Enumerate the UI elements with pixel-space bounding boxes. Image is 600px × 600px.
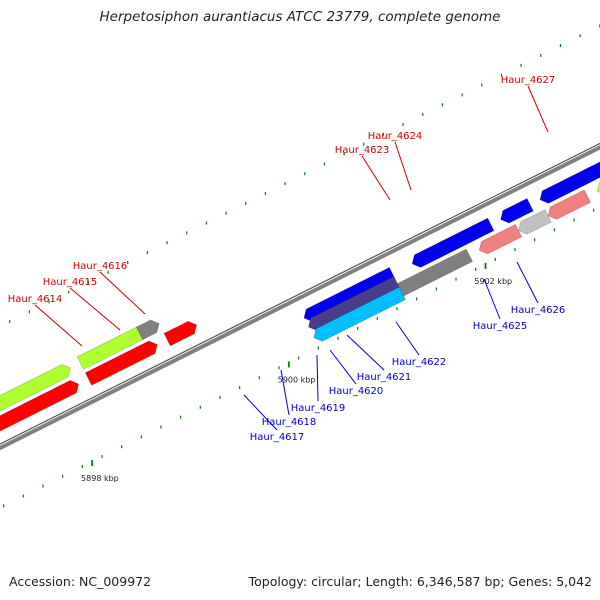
gene-label: Haur_4619 bbox=[291, 403, 346, 414]
genome-summary-text: Topology: circular; Length: 6,346,587 bp… bbox=[248, 574, 592, 589]
gene-label-leader bbox=[527, 85, 549, 133]
gene-label-leader bbox=[516, 261, 539, 304]
backbone-line bbox=[0, 145, 600, 451]
kbp-tick-label: 5898 kbp bbox=[81, 474, 119, 483]
gene-label: Haur_4625 bbox=[473, 321, 528, 332]
gene-label: Haur_4621 bbox=[357, 372, 412, 383]
reverse-feature-arrow bbox=[308, 275, 401, 331]
gene-label-leader bbox=[483, 278, 501, 320]
forward-feature-arrow bbox=[0, 363, 71, 412]
gene-label: Haur_4614 bbox=[8, 294, 63, 305]
reverse-feature-arrow bbox=[500, 198, 534, 224]
gene-label: Haur_4624 bbox=[368, 131, 423, 142]
gene-label: Haur_4615 bbox=[43, 277, 98, 288]
kbp-tick-label: 5902 kbp bbox=[474, 277, 512, 286]
forward-feature-arrow bbox=[84, 340, 158, 386]
forward-feature-arrow bbox=[0, 380, 80, 432]
gene-label-leader bbox=[34, 304, 83, 347]
gene-label: Haur_4623 bbox=[335, 145, 390, 156]
backbone-line-inner bbox=[0, 142, 600, 445]
gene-label-leader bbox=[329, 349, 357, 385]
map-title: Herpetosiphon aurantiacus ATCC 23779, co… bbox=[99, 9, 501, 25]
gene-label-leader bbox=[243, 394, 278, 431]
forward-feature-arrow bbox=[163, 320, 198, 347]
reverse-feature-arrow bbox=[547, 189, 591, 220]
reverse-feature-arrow bbox=[539, 161, 600, 204]
gene-label: Haur_4620 bbox=[329, 386, 384, 397]
gene-label-leader bbox=[99, 271, 146, 315]
kbp-tick-label: 5900 kbp bbox=[278, 375, 316, 384]
reverse-feature-arrow bbox=[411, 217, 495, 268]
gene-label: Haur_4618 bbox=[262, 417, 317, 428]
gene-label: Haur_4617 bbox=[250, 432, 305, 443]
gene-label-leader bbox=[394, 141, 412, 191]
reverse-feature-arrow bbox=[596, 181, 600, 193]
reverse-feature-arrow bbox=[313, 286, 406, 342]
gene-label-leader bbox=[280, 369, 290, 416]
accession-text: Accession: NC_009972 bbox=[9, 574, 152, 589]
gene-label-leader bbox=[316, 354, 319, 402]
gene-label: Haur_4622 bbox=[392, 357, 447, 368]
gene-label: Haur_4616 bbox=[73, 261, 128, 272]
gene-label-leader bbox=[346, 334, 385, 371]
forward-feature-arrow bbox=[135, 319, 160, 341]
gene-label-leader bbox=[361, 155, 391, 201]
gene-label: Haur_4626 bbox=[511, 305, 566, 316]
gene-label: Haur_4627 bbox=[501, 75, 556, 86]
gene-label-leader bbox=[395, 321, 420, 356]
gene-label-leader bbox=[69, 287, 121, 331]
